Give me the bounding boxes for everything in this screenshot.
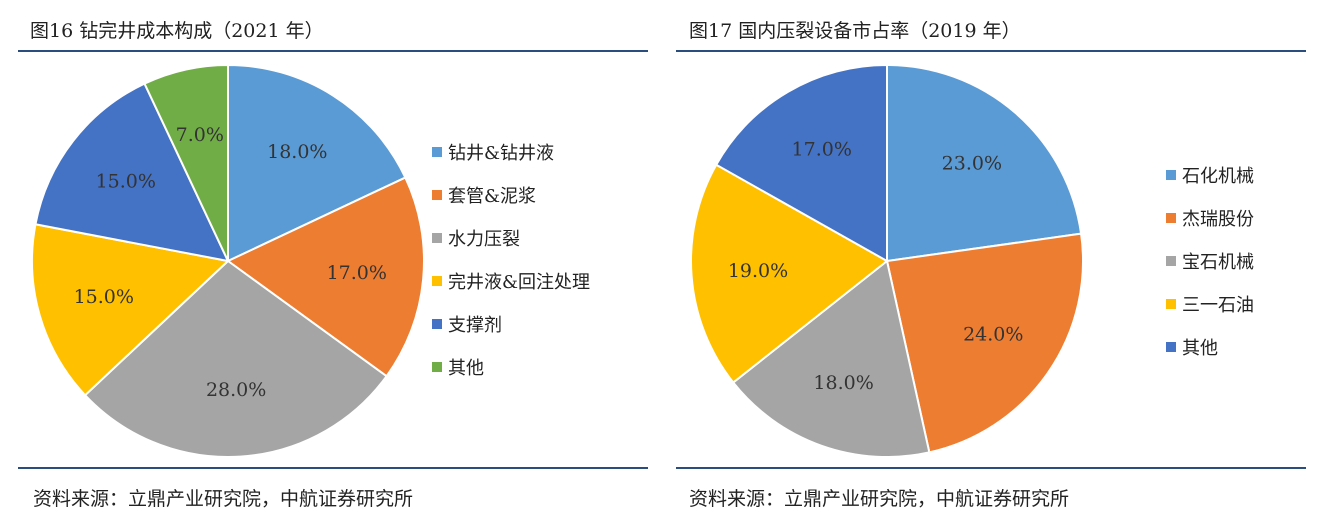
legend-swatch: [1166, 256, 1176, 266]
data-label: 18.0%: [267, 141, 327, 163]
legend-label: 宝石机械: [1182, 252, 1254, 273]
pie-slice-钻井-钻井液: [227, 63, 407, 263]
data-label: 15.0%: [74, 286, 134, 308]
chart-panel-right: 图17 国内压裂设备市占率（2019 年） 23.0% 24.0% 18.0% 19.…: [662, 0, 1324, 526]
legend-swatch: [432, 362, 442, 372]
legend-item: 杰瑞股份: [1166, 206, 1254, 230]
data-label: 24.0%: [963, 324, 1023, 346]
pie-slice-其他: [143, 63, 229, 262]
data-label: 7.0%: [176, 124, 224, 146]
source-rule: [676, 467, 1306, 469]
legend: 石化机械杰瑞股份宝石机械三一石油其他: [1166, 163, 1254, 378]
legend-item: 其他: [432, 355, 590, 379]
legend-swatch: [1166, 299, 1176, 309]
legend-label: 支撑剂: [448, 315, 502, 336]
legend-item: 水力压裂: [432, 226, 590, 250]
legend-label: 石化机械: [1182, 166, 1254, 187]
pie-slice-支撑剂: [34, 82, 230, 263]
legend-label: 套管&泥浆: [448, 186, 537, 207]
legend-item: 三一石油: [1166, 292, 1254, 316]
legend-swatch: [432, 319, 442, 329]
legend-item: 其他: [1166, 335, 1254, 359]
legend-item: 支撑剂: [432, 312, 590, 336]
pie-slice-完井液-回注处理: [31, 223, 231, 397]
source-note: 资料来源：立鼎产业研究院，中航证券研究所: [33, 488, 414, 510]
data-label: 19.0%: [728, 260, 788, 282]
legend-label: 钻井&钻井液: [448, 143, 555, 164]
pie-slice-其他: [714, 63, 888, 263]
pie-slice-杰瑞股份: [885, 232, 1084, 454]
pie-slice-套管-泥浆: [226, 176, 425, 378]
source-note: 资料来源：立鼎产业研究院，中航证券研究所: [689, 488, 1070, 510]
pie-slice-三一石油: [690, 163, 889, 384]
legend-item: 完井液&回注处理: [432, 269, 590, 293]
chart-panel-left: 图16 钻完井成本构成（2021 年） 18.0% 17.0% 28.0% 15.0%…: [18, 20, 648, 510]
legend-label: 其他: [1182, 338, 1218, 359]
pie-slice-水力压裂: [83, 259, 388, 458]
source-rule: [18, 467, 648, 469]
legend-item: 套管&泥浆: [432, 183, 590, 207]
data-label: 17.0%: [792, 138, 852, 160]
legend-swatch: [1166, 213, 1176, 223]
pie-chart-market-share: 23.0% 24.0% 18.0% 19.0% 17.0%: [690, 63, 1084, 458]
legend-item: 石化机械: [1166, 163, 1254, 187]
legend-item: 钻井&钻井液: [432, 140, 590, 164]
title-rule: [18, 50, 648, 52]
legend-label: 杰瑞股份: [1182, 209, 1254, 230]
legend-label: 完井液&回注处理: [448, 272, 591, 293]
pie-slice-石化机械: [886, 63, 1083, 263]
legend-swatch: [432, 190, 442, 200]
figure-title: 图16 钻完井成本构成（2021 年）: [30, 20, 324, 42]
legend: 钻井&钻井液 套管&泥浆水力压裂完井液&回注处理 支撑剂其他: [432, 140, 590, 398]
data-label: 23.0%: [942, 152, 1002, 174]
legend-swatch: [432, 233, 442, 243]
data-label: 18.0%: [813, 372, 873, 394]
title-rule: [676, 50, 1306, 52]
legend-swatch: [1166, 342, 1176, 352]
legend-label: 其他: [448, 358, 484, 379]
legend-label: 水力压裂: [448, 229, 520, 250]
data-label: 17.0%: [327, 262, 387, 284]
legend-swatch: [432, 147, 442, 157]
legend-swatch: [432, 276, 442, 286]
data-label: 15.0%: [96, 171, 156, 193]
pie-chart-cost: 18.0% 17.0% 28.0% 15.0% 15.0% 7.0%: [31, 63, 425, 458]
legend-item: 宝石机械: [1166, 249, 1254, 273]
data-label: 28.0%: [206, 379, 266, 401]
legend-label: 三一石油: [1182, 295, 1254, 316]
pie-slice-宝石机械: [731, 259, 931, 458]
figure-title: 图17 国内压裂设备市占率（2019 年）: [689, 20, 1021, 42]
legend-swatch: [1166, 170, 1176, 180]
